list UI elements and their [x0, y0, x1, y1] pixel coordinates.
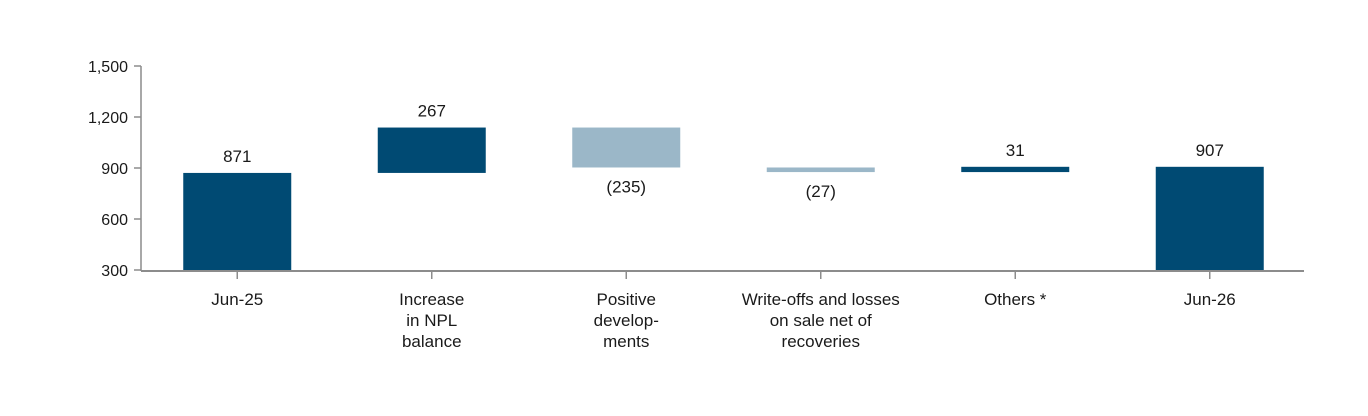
x-category-label: Others *: [984, 290, 1047, 309]
data-label: 31: [1006, 141, 1025, 160]
x-category-label-line: recoveries: [782, 332, 860, 351]
x-category-label-line: develop-: [594, 311, 659, 330]
data-label: (27): [806, 182, 836, 201]
data-label: 871: [223, 147, 251, 166]
increase-bar: [961, 166, 1070, 173]
y-tick-label: 600: [101, 212, 128, 229]
decrease-bar: [766, 167, 875, 173]
data-label: (235): [606, 177, 646, 196]
x-category-label: Write-offs and losses on sale net of recov…: [742, 290, 900, 351]
total-bar: [183, 172, 292, 270]
total-bar: [1155, 166, 1264, 270]
x-category-label: Jun-25: [211, 290, 263, 309]
x-category-label-line: Write-offs and losses: [742, 290, 900, 309]
x-category-label-line: ments: [603, 332, 649, 351]
y-tick-label: 1,200: [88, 110, 128, 127]
y-tick-label: 1,500: [88, 59, 128, 76]
x-category-label-line: on sale net of: [770, 311, 872, 330]
x-category-label-line: balance: [402, 332, 462, 351]
x-category-label-line: Others *: [984, 290, 1047, 309]
increase-bar: [377, 127, 486, 173]
data-label: 907: [1196, 141, 1224, 160]
x-category-label: Jun-26: [1184, 290, 1236, 309]
x-category-label-line: Positive: [596, 290, 656, 309]
y-tick-label: 900: [101, 161, 128, 178]
x-category-label-line: Increase: [399, 290, 464, 309]
x-category-label-line: Jun-25: [211, 290, 263, 309]
x-category-label: Increase in NPL balance: [399, 290, 464, 351]
x-category-label: Positive develop-ments: [594, 290, 659, 351]
x-category-label-line: Jun-26: [1184, 290, 1236, 309]
x-category-label-line: in NPL: [406, 311, 457, 330]
bars-layer: [183, 127, 1264, 270]
decrease-bar: [572, 127, 681, 168]
y-tick-label: 300: [101, 263, 128, 280]
data-label: 267: [418, 102, 446, 121]
axes-layer: [134, 65, 1304, 279]
labels-layer: 1,500 1,200 900 600 300 871 Jun-25 267 Increase i…: [88, 59, 1236, 351]
